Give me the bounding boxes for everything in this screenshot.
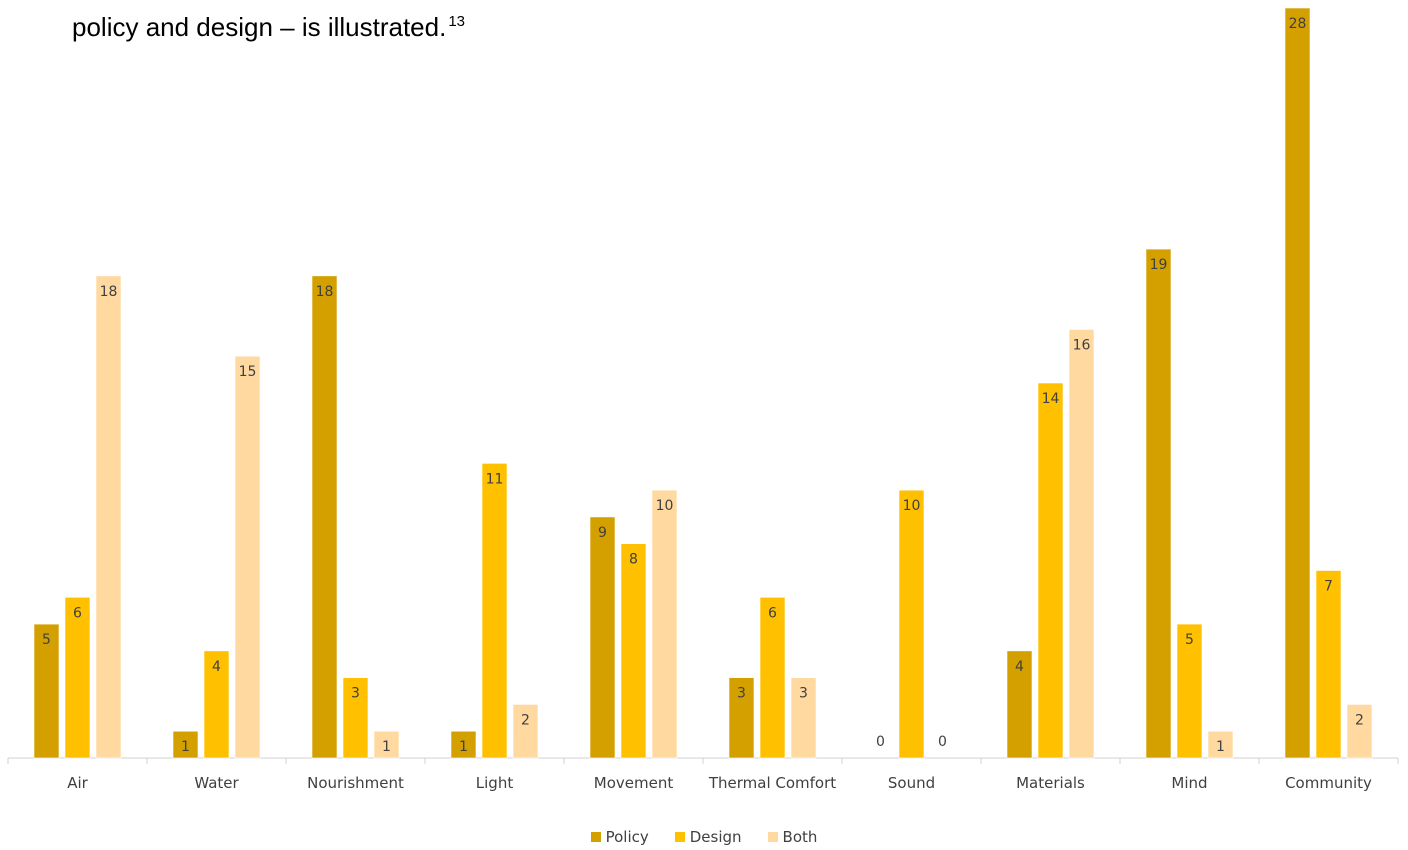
bar-both (512, 704, 539, 759)
data-label: 4 (1015, 659, 1024, 675)
data-label: 4 (212, 659, 221, 675)
x-tick-label: Movement (594, 774, 674, 792)
x-tick-label: Light (476, 774, 514, 792)
data-label: 8 (629, 552, 638, 568)
data-label: 1 (382, 739, 391, 755)
data-label: 1 (1216, 739, 1225, 755)
x-tick-label: Air (67, 774, 88, 792)
data-label: 0 (938, 734, 947, 750)
bar-both (1207, 730, 1234, 759)
data-label: 18 (316, 284, 334, 300)
data-label: 3 (737, 686, 746, 702)
bar-design (1037, 382, 1064, 759)
legend-item-policy: Policy (590, 828, 649, 846)
x-tick-label: Thermal Comfort (708, 774, 836, 792)
data-label: 5 (42, 632, 51, 648)
data-label: 19 (1150, 257, 1168, 273)
data-label: 9 (598, 525, 607, 541)
data-label: 10 (656, 498, 674, 514)
x-tick-label: Materials (1016, 774, 1085, 792)
footnote-marker: 13 (448, 13, 466, 31)
bar-design (759, 596, 786, 759)
bar-design (203, 650, 230, 759)
bar-policy (311, 275, 338, 759)
bar-policy (450, 730, 477, 759)
data-label: 16 (1073, 337, 1091, 353)
bar-both (1346, 704, 1373, 759)
data-label: 3 (799, 686, 808, 702)
data-label: 1 (459, 739, 468, 755)
data-label: 0 (876, 734, 885, 750)
bar-both (651, 489, 678, 759)
legend-swatch (674, 832, 685, 842)
bar-policy (1284, 7, 1311, 759)
data-label: 5 (1185, 632, 1194, 648)
legend-label: Policy (605, 828, 649, 846)
data-label: 15 (239, 364, 257, 380)
bar-policy (589, 516, 616, 759)
bar-design (1315, 570, 1342, 759)
legend-label: Both (782, 828, 818, 846)
data-label: 6 (73, 605, 82, 621)
bar-policy (1145, 248, 1172, 759)
data-label: 10 (903, 498, 921, 514)
caption-text: policy and design – is illustrated. 13 (72, 12, 465, 43)
bar-both (373, 730, 400, 759)
bar-both (790, 677, 817, 759)
bar-policy (172, 730, 199, 759)
data-label: 2 (1355, 712, 1364, 728)
data-label: 7 (1324, 579, 1333, 595)
legend-item-design: Design (674, 828, 742, 846)
data-label: 28 (1289, 16, 1307, 32)
data-label: 11 (486, 471, 504, 487)
x-tick-label: Sound (888, 774, 935, 792)
bar-both (95, 275, 122, 759)
bar-design (481, 463, 508, 759)
data-label: 14 (1042, 391, 1060, 407)
bar-policy (1006, 650, 1033, 759)
bar-design (64, 596, 91, 759)
data-label: 2 (521, 712, 530, 728)
legend-label: Design (689, 828, 742, 846)
data-label: 1 (181, 739, 190, 755)
bar-design (620, 543, 647, 759)
x-tick-label: Community (1285, 774, 1372, 792)
data-label: 18 (100, 284, 118, 300)
bar-policy (33, 623, 60, 759)
legend-item-both: Both (767, 828, 818, 846)
legend-swatch (590, 832, 601, 842)
bar-design (1176, 623, 1203, 759)
bar-both (234, 355, 261, 759)
bar-policy (728, 677, 755, 759)
bar-design (898, 489, 925, 759)
x-tick-label: Nourishment (307, 774, 404, 792)
legend-swatch (767, 832, 778, 842)
chart-legend: Policy Design Both (0, 828, 1408, 846)
caption-body: policy and design – is illustrated. (72, 12, 447, 42)
bar-both (1068, 329, 1095, 759)
data-label: 6 (768, 605, 777, 621)
data-label: 3 (351, 686, 360, 702)
x-tick-label: Mind (1171, 774, 1207, 792)
x-tick-label: Water (194, 774, 239, 792)
bar-design (342, 677, 369, 759)
